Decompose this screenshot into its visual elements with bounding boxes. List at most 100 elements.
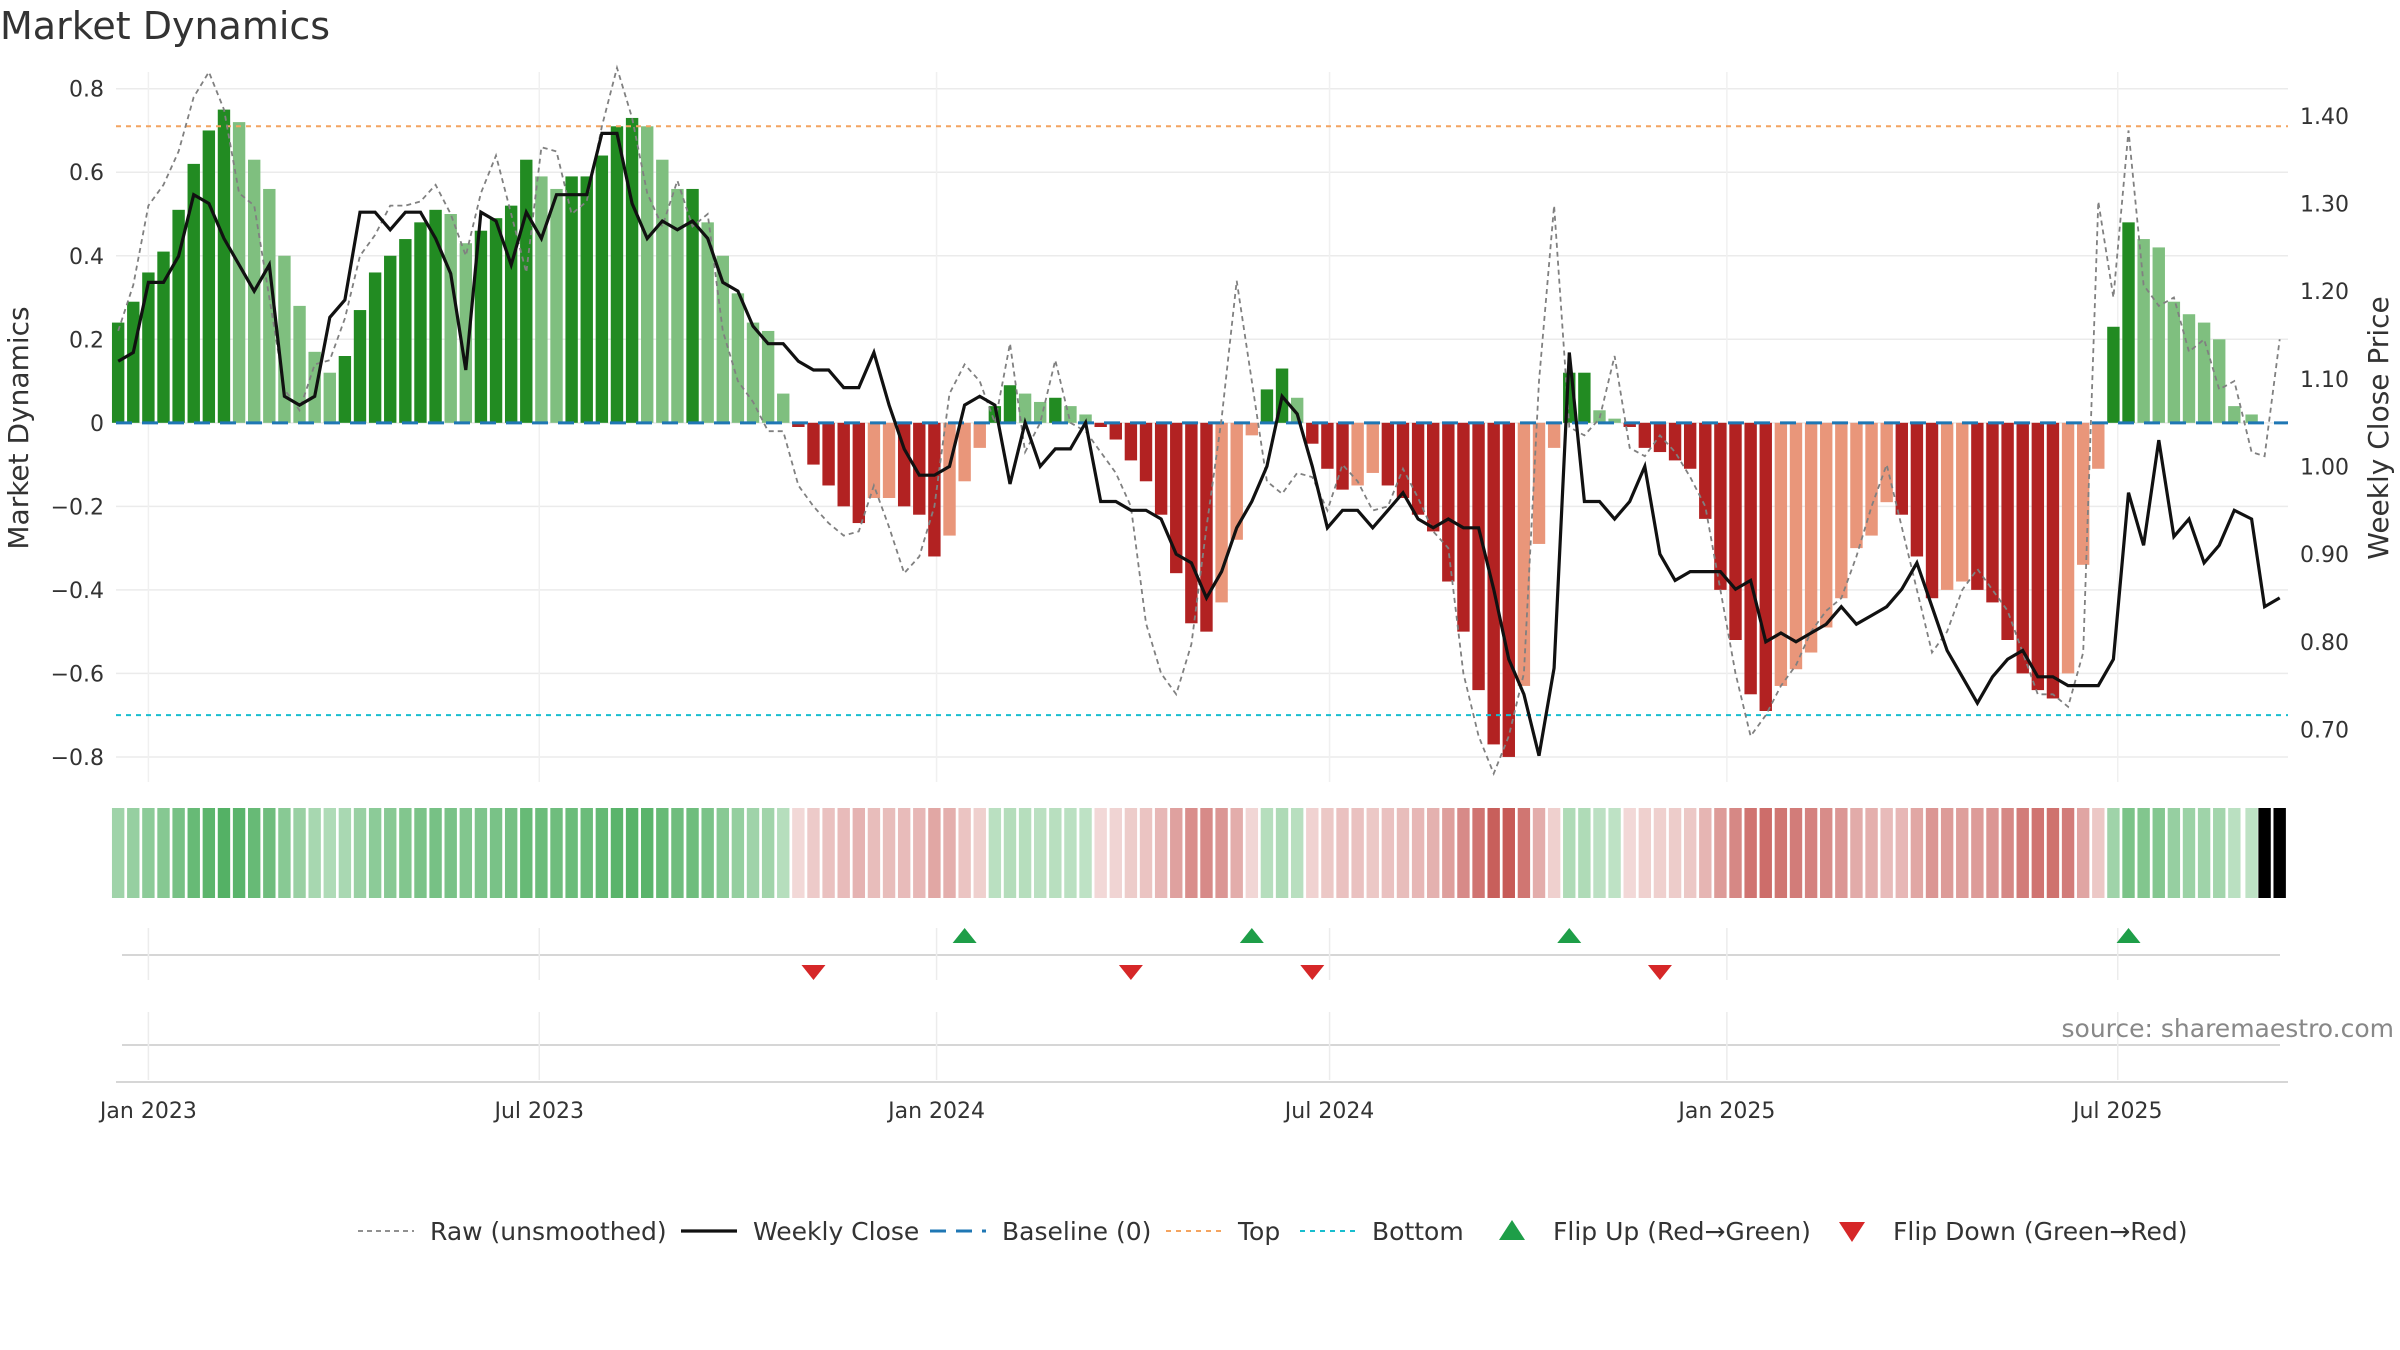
strip-cell [157,808,170,898]
strip-cell [1427,808,1440,898]
strip-cell [1275,808,1289,898]
x-tick-label: Jul 2025 [2071,1099,2163,1124]
bar [429,209,442,423]
strip-cell [731,808,745,898]
strip-cell [701,808,714,898]
strip-cell [625,808,639,898]
bar [1729,422,1742,640]
strip-cell [943,808,956,898]
strip-cell [187,808,200,898]
bar [1245,422,1259,436]
legend-label: Baseline (0) [1002,1217,1151,1246]
strip-cell [1109,808,1122,898]
strip-cell [1683,808,1697,898]
bar [1910,422,1924,557]
strip-cell [2076,808,2090,898]
strip-cell [1049,808,1062,898]
bar [414,222,427,423]
bar [1094,422,1107,427]
strip-cell [1608,808,1621,898]
strip-cell [1986,808,1999,898]
strip-cell [2092,808,2105,898]
strip-cell [1835,808,1848,898]
flip-up-marker [2116,928,2141,943]
legend-label: Raw (unsmoothed) [430,1217,667,1246]
bar [368,272,382,423]
source-credit: source: sharemaestro.com [2061,1014,2395,1043]
bar [202,130,216,423]
bar [2182,314,2196,423]
y-right-tick-label: 1.20 [2300,280,2349,305]
bar [777,393,790,423]
bar [444,214,457,423]
bar [1079,414,1092,423]
weekly-close-line [117,131,2281,757]
y-right-tick-label: 0.70 [2300,718,2349,743]
bar [1003,385,1017,423]
bar [1154,422,1168,515]
flip-up-marker [1557,928,1582,943]
strip-cell [1638,808,1652,898]
strip-cell [2016,808,2029,898]
strip-cell [1593,808,1606,898]
y-right-tick-label: 0.90 [2300,543,2349,568]
strip-cell [1154,808,1168,898]
bar [142,272,155,423]
strip-cell [716,808,729,898]
strip-cell [867,808,881,898]
bar [1351,422,1364,486]
bar [338,356,352,423]
y-right-axis-label: Weekly Close Price [2362,296,2395,559]
strip-cell [897,808,911,898]
bar [2137,239,2150,423]
strip-cell [2182,808,2196,898]
bar [2167,301,2181,423]
strip-cell [928,808,941,898]
strip-cell [1774,808,1788,898]
strip-cell [278,808,291,898]
bar [1865,422,1878,536]
strip-cell [1820,808,1833,898]
bar [293,305,306,423]
strip-cell [338,808,352,898]
bar [1653,422,1667,453]
y-tick-label: 0 [90,412,104,437]
bar [565,176,578,423]
strip-cell [368,808,382,898]
strip-cell [973,808,986,898]
strip-cell [1245,808,1259,898]
strip-cell [1517,808,1531,898]
y-tick-label: 0.6 [69,161,104,186]
strip-cell [565,808,578,898]
strip-cell [535,808,548,898]
bar [1109,422,1122,440]
bar [217,109,231,423]
strip-cell [822,808,835,898]
strip-cell [1502,808,1515,898]
bar [2152,247,2165,423]
strip-cell [111,808,125,898]
bar [399,239,412,423]
strip-cell [2031,808,2045,898]
bar [535,176,548,423]
bar [1321,422,1334,469]
strip-cell [444,808,457,898]
bar [323,372,336,423]
strip-cell [1260,808,1274,898]
strip-cell [958,808,971,898]
strip-cell [1396,808,1410,898]
bar [1018,393,1032,423]
y-tick-label: −0.4 [51,579,104,604]
strip-cell [1064,808,1077,898]
strip-cell [1139,808,1153,898]
strip-cell [837,808,850,898]
strip-cell [595,808,609,898]
bar [1744,422,1757,695]
strip-cell [127,808,140,898]
bar [625,117,639,423]
bar [1895,422,1908,515]
bar [2213,339,2226,423]
strip-cell [202,808,216,898]
flip-down-marker [801,965,826,980]
